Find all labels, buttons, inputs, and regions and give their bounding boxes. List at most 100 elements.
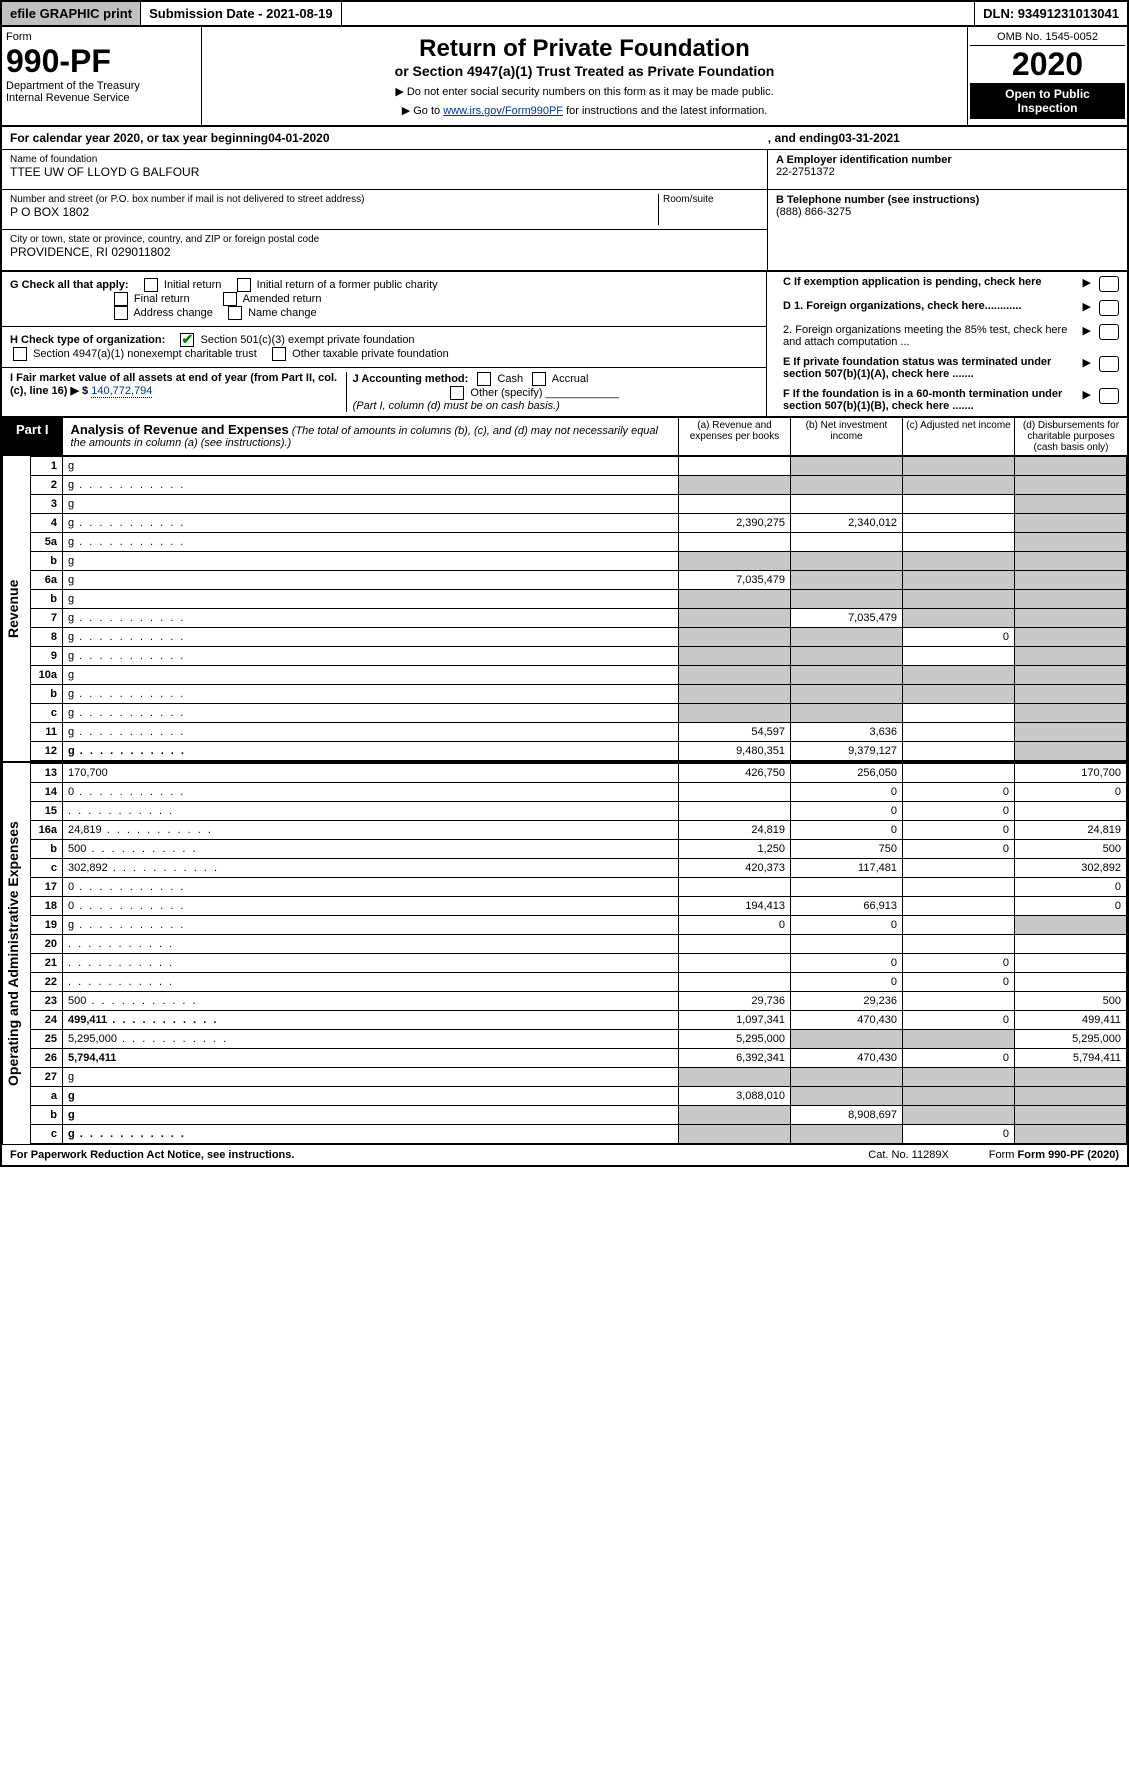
row-desc: g (63, 1106, 679, 1125)
form-label: Form (6, 31, 197, 43)
checkbox-name[interactable] (228, 306, 242, 320)
checkbox-other-acct[interactable] (450, 386, 464, 400)
row-desc: g (63, 666, 679, 685)
amt-col-d: 500 (1015, 992, 1127, 1011)
amt-col-c (903, 514, 1015, 533)
footer-right: Form Form 990-PF (2020) (989, 1149, 1119, 1161)
amt-col-b (791, 552, 903, 571)
g-label: G Check all that apply: (10, 279, 129, 291)
amt-col-a (679, 533, 791, 552)
opt-4947: Section 4947(a)(1) nonexempt charitable … (33, 348, 257, 360)
ij-row: I Fair market value of all assets at end… (2, 368, 766, 416)
amt-col-b: 66,913 (791, 897, 903, 916)
amt-col-c: 0 (903, 783, 1015, 802)
checkbox-e[interactable] (1099, 356, 1119, 372)
amt-col-b: 0 (791, 973, 903, 992)
amt-col-d: 0 (1015, 783, 1127, 802)
checkbox-final[interactable] (114, 292, 128, 306)
row-num: c (31, 859, 63, 878)
i-label: I Fair market value of all assets at end… (10, 372, 337, 397)
amt-col-c (903, 1106, 1015, 1125)
row-desc (63, 973, 679, 992)
checkbox-initial[interactable] (144, 278, 158, 292)
table-row: 1700 (31, 878, 1127, 897)
amt-col-d (1015, 666, 1127, 685)
box-f: F If the foundation is in a 60-month ter… (767, 384, 1127, 416)
row-num: 24 (31, 1011, 63, 1030)
j-other: Other (specify) (470, 387, 542, 399)
row-desc: g (63, 495, 679, 514)
table-row: 12g9,480,3519,379,127 (31, 742, 1127, 761)
checkbox-4947[interactable] (13, 347, 27, 361)
row-desc: g (63, 628, 679, 647)
expenses-table: 13170,700426,750256,050170,7001400001500… (30, 763, 1127, 1144)
omb-number: OMB No. 1545-0052 (970, 29, 1125, 46)
box-b: B Telephone number (see instructions) (8… (768, 190, 1127, 230)
checkbox-501c3[interactable] (180, 333, 194, 347)
footer-left: For Paperwork Reduction Act Notice, see … (10, 1149, 294, 1161)
amt-col-a (679, 973, 791, 992)
amt-col-c: 0 (903, 1049, 1015, 1068)
amt-col-c (903, 704, 1015, 723)
amt-col-d (1015, 457, 1127, 476)
amt-col-b: 3,636 (791, 723, 903, 742)
amt-col-c (903, 609, 1015, 628)
table-row: 1500 (31, 802, 1127, 821)
table-row: 1g (31, 457, 1127, 476)
address-cell: Number and street (or P.O. box number if… (2, 190, 767, 230)
amt-col-b (791, 685, 903, 704)
amt-col-d (1015, 1087, 1127, 1106)
amt-col-c (903, 992, 1015, 1011)
amt-col-d (1015, 723, 1127, 742)
checkbox-amended[interactable] (223, 292, 237, 306)
opt-name: Name change (248, 307, 317, 319)
table-row: 16a24,81924,8190024,819 (31, 821, 1127, 840)
checkbox-f[interactable] (1099, 388, 1119, 404)
amt-col-c (903, 878, 1015, 897)
amt-col-c (903, 764, 1015, 783)
amt-col-d (1015, 1125, 1127, 1144)
checkbox-d2[interactable] (1099, 324, 1119, 340)
table-row: 27g (31, 1068, 1127, 1087)
revenue-section: Revenue 1g2g3g4g2,390,2752,340,0125agbg6… (2, 456, 1127, 761)
checkbox-address[interactable] (114, 306, 128, 320)
amt-col-c (903, 916, 1015, 935)
header-center: Return of Private Foundation or Section … (202, 27, 967, 125)
box-a: A Employer identification number 22-2751… (768, 150, 1127, 190)
row-desc: 0 (63, 878, 679, 897)
amt-col-b (791, 476, 903, 495)
table-row: 4g2,390,2752,340,012 (31, 514, 1127, 533)
checkbox-c[interactable] (1099, 276, 1119, 292)
row-desc: 5,295,000 (63, 1030, 679, 1049)
row-num: c (31, 704, 63, 723)
form-container: efile GRAPHIC print Submission Date - 20… (0, 0, 1129, 1167)
opt-initial-former: Initial return of a former public charit… (257, 279, 438, 291)
row-desc: g (63, 1087, 679, 1106)
checkbox-d1[interactable] (1099, 300, 1119, 316)
amt-col-c: 0 (903, 1125, 1015, 1144)
instruction-2: ▶ Go to www.irs.gov/Form990PF for instru… (210, 104, 959, 117)
row-num: 12 (31, 742, 63, 761)
checkbox-other-tax[interactable] (272, 347, 286, 361)
amt-col-b: 0 (791, 916, 903, 935)
amt-col-d: 302,892 (1015, 859, 1127, 878)
row-num: b (31, 590, 63, 609)
checkbox-cash[interactable] (477, 372, 491, 386)
amt-col-a: 7,035,479 (679, 571, 791, 590)
table-row: 19g00 (31, 916, 1127, 935)
checkbox-accrual[interactable] (532, 372, 546, 386)
amt-col-a: 426,750 (679, 764, 791, 783)
part-1-desc: Analysis of Revenue and Expenses (The to… (63, 418, 679, 455)
row-desc: 500 (63, 840, 679, 859)
inst2-post: for instructions and the latest informat… (563, 105, 767, 117)
checkbox-initial-former[interactable] (237, 278, 251, 292)
box-e: E If private foundation status was termi… (767, 352, 1127, 384)
amt-col-d (1015, 685, 1127, 704)
amt-col-a: 9,480,351 (679, 742, 791, 761)
row-num: 17 (31, 878, 63, 897)
col-b-header: (b) Net investment income (791, 418, 903, 455)
amt-col-b (791, 1087, 903, 1106)
irs-link[interactable]: www.irs.gov/Form990PF (443, 105, 563, 117)
table-row: 140000 (31, 783, 1127, 802)
amt-col-d (1015, 802, 1127, 821)
